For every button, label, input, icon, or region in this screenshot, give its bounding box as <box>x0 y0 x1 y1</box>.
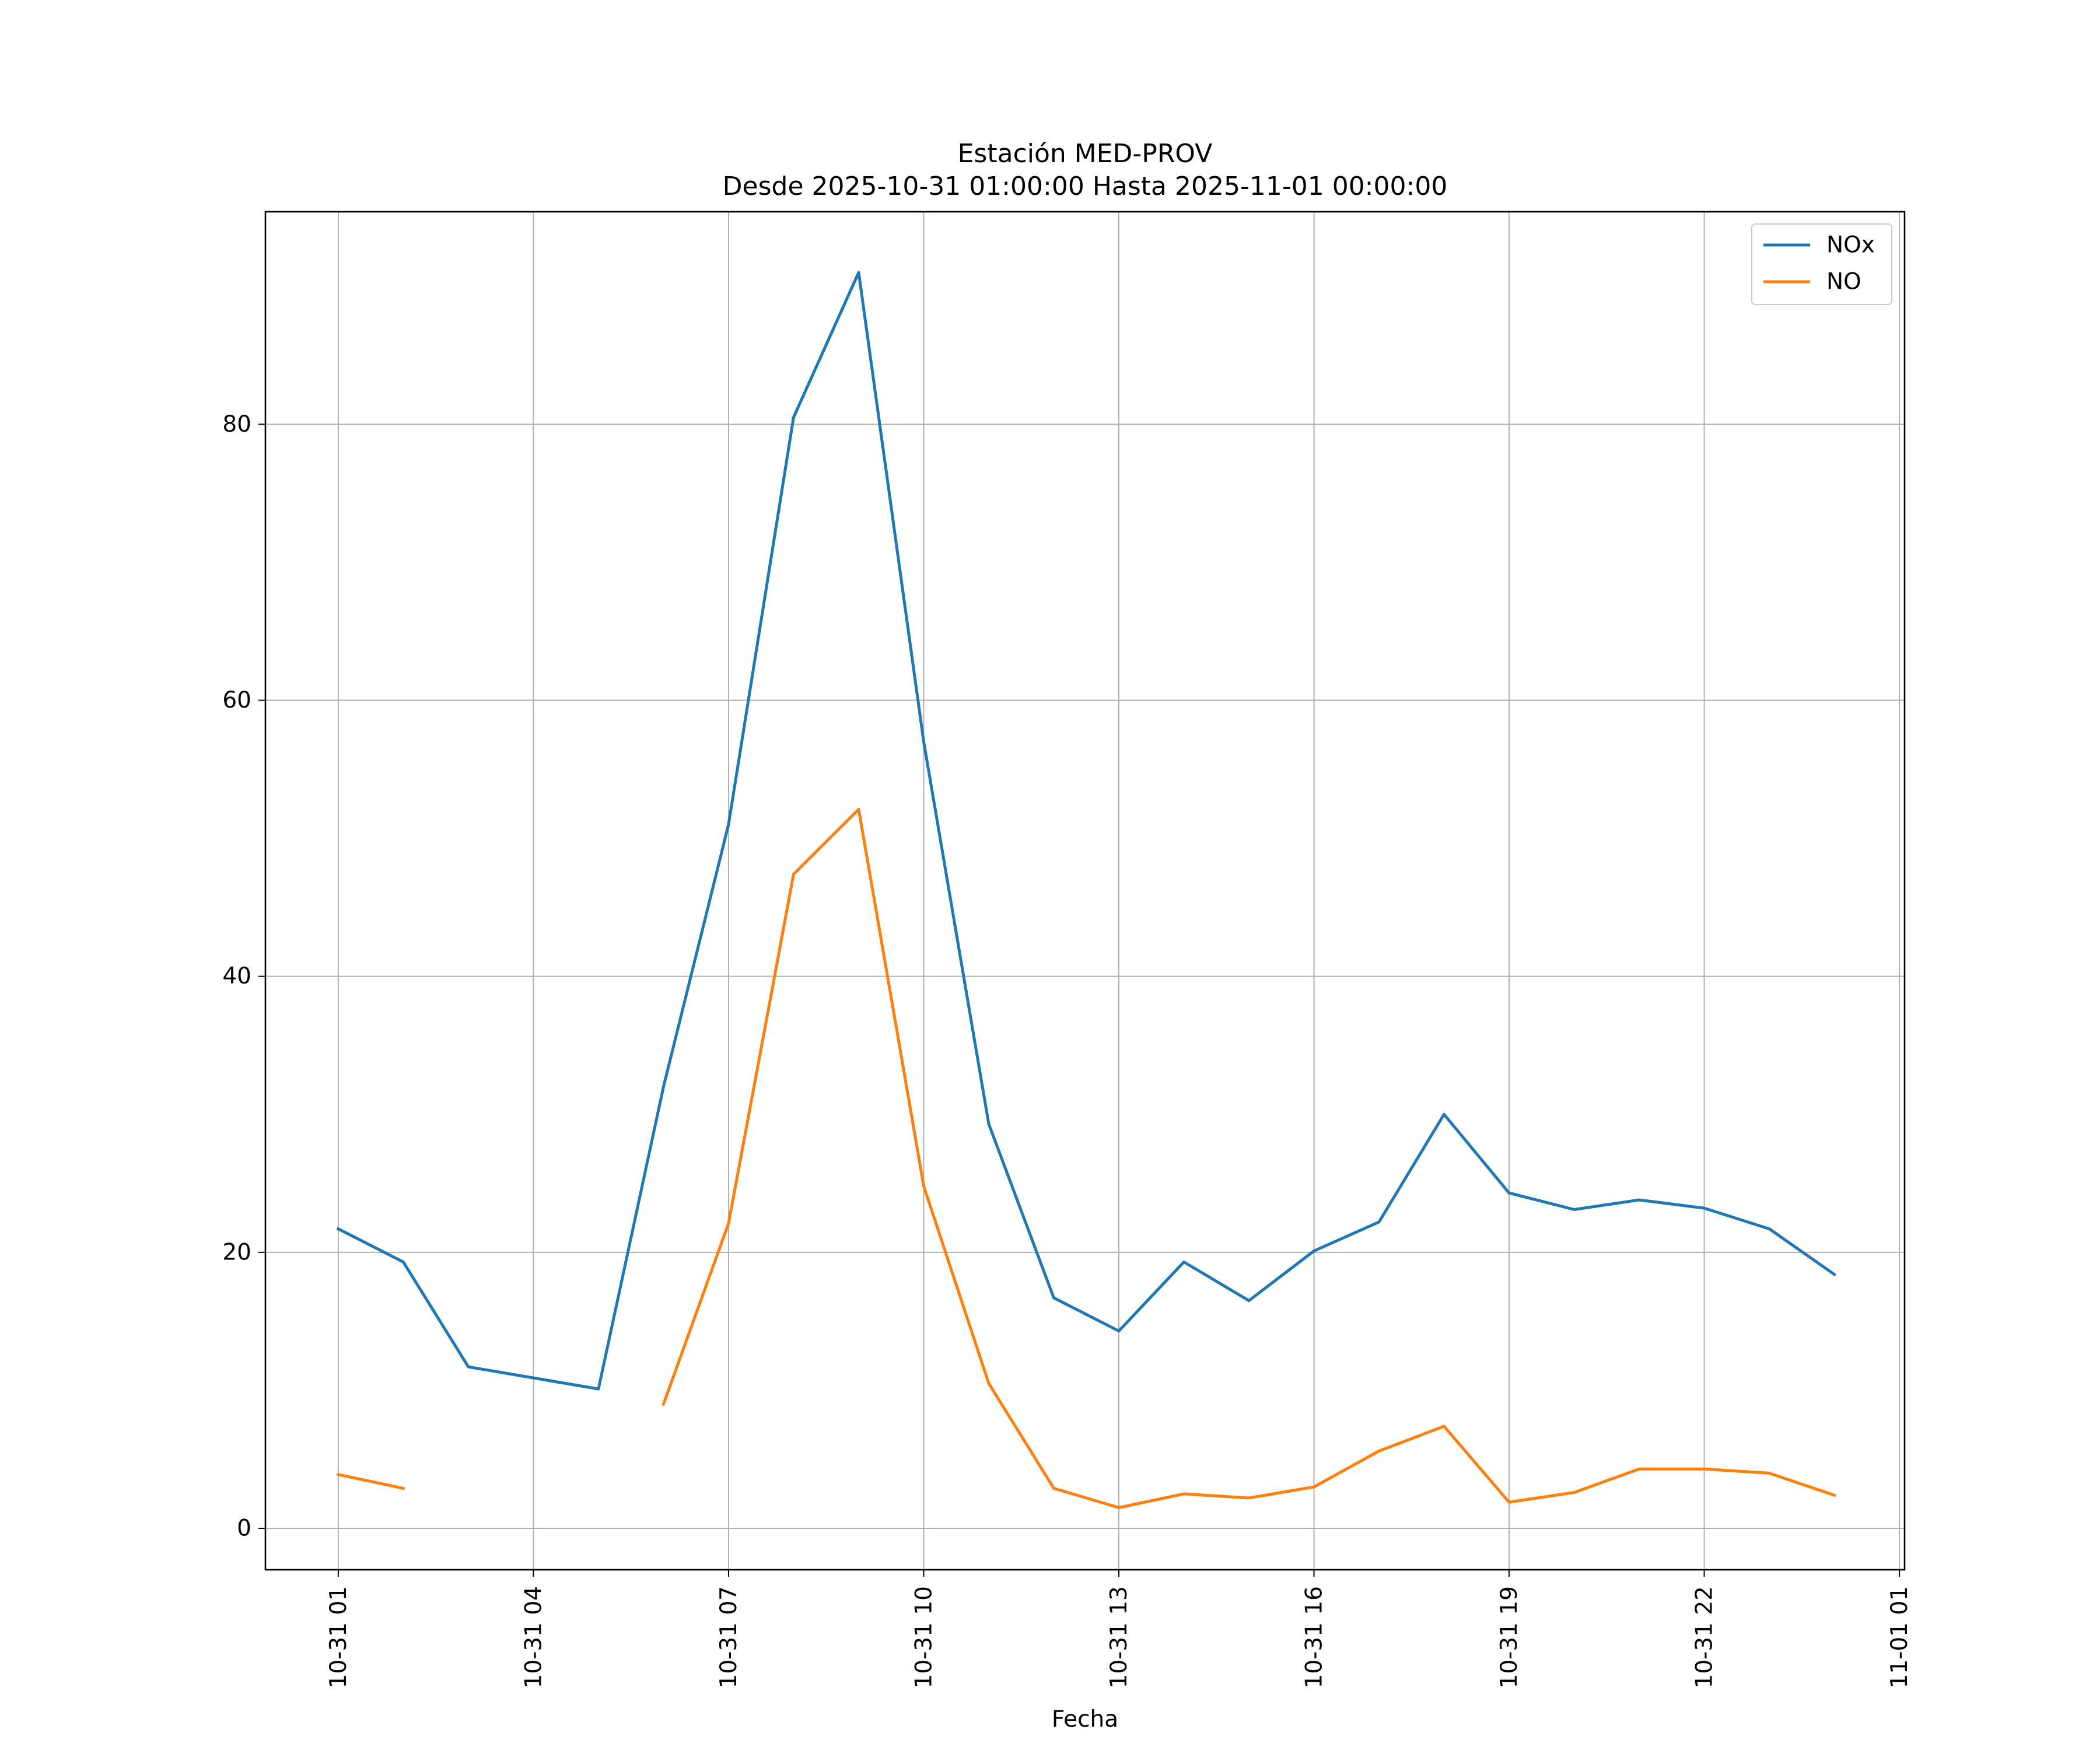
chart-subtitle: Desde 2025-10-31 01:00:00 Hasta 2025-11-… <box>723 172 1448 201</box>
legend-label-no: NO <box>1826 269 1861 295</box>
series-lines <box>336 271 1837 1509</box>
x-tick-label: 10-31 07 <box>716 1586 742 1688</box>
chart-title: Estación MED-PROV <box>958 139 1213 169</box>
series-line-nox <box>336 271 1837 1391</box>
x-axis-label: Fecha <box>1052 1706 1118 1732</box>
x-tick-label: 10-31 19 <box>1496 1586 1522 1688</box>
y-tick-label: 80 <box>222 411 251 438</box>
x-tick-label: 10-31 04 <box>520 1586 547 1688</box>
x-tick-label: 10-31 13 <box>1106 1586 1132 1688</box>
x-tick-label: 10-31 01 <box>326 1586 352 1688</box>
series-line-no <box>336 1472 405 1490</box>
y-tick-label: 40 <box>222 963 251 989</box>
series-line-no <box>662 807 1836 1509</box>
y-tick-label: 0 <box>237 1516 251 1542</box>
x-axis: 10-31 01 10-31 04 10-31 07 10-31 10 10-31 13… <box>326 1570 1913 1688</box>
x-tick-label: 11-01 01 <box>1887 1586 1913 1688</box>
legend-label-nox: NOx <box>1826 232 1875 258</box>
legend: NOx NO <box>1751 223 1892 305</box>
x-tick-label: 10-31 22 <box>1692 1586 1718 1688</box>
y-tick-label: 60 <box>222 687 251 713</box>
y-tick-label: 20 <box>222 1239 251 1265</box>
plot-area-frame <box>264 211 1906 1571</box>
grid <box>265 212 1905 1570</box>
x-tick-label: 10-31 16 <box>1301 1586 1328 1688</box>
x-tick-label: 10-31 10 <box>911 1586 937 1688</box>
y-axis: 0 20 40 60 80 <box>222 411 265 1542</box>
